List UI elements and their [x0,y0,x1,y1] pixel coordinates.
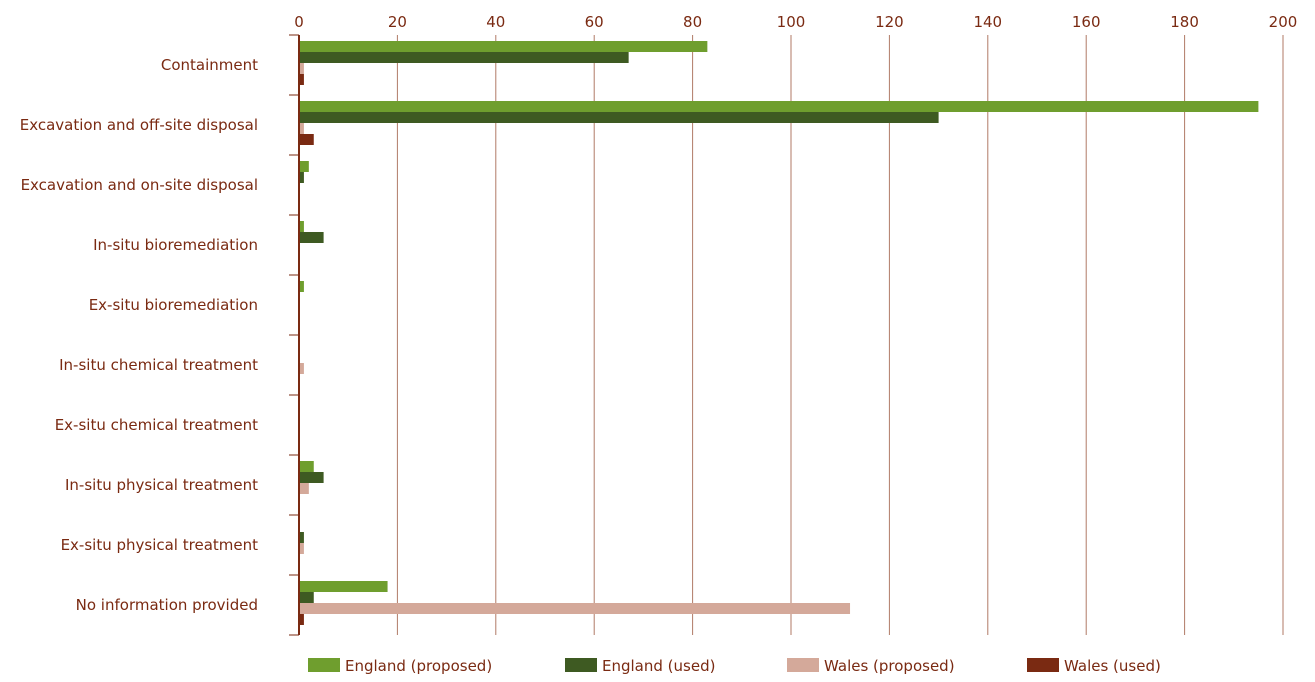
bar-england-used [299,532,304,543]
bar-england-proposed [299,281,304,292]
category-label: Ex-situ chemical treatment [55,416,258,434]
x-tick-label: 20 [388,13,407,31]
bar-wales-proposed [299,543,304,554]
x-tick-label: 80 [683,13,702,31]
legend-label: Wales (used) [1064,657,1161,675]
category-label: Ex-situ bioremediation [89,296,258,314]
bar-england-proposed [299,461,314,472]
x-axis-ticks: 0 20 40 60 80 100 120 140 160 180 200 [294,13,1297,31]
category-labels: Containment Excavation and off-site dispo… [20,56,258,614]
bar-england-proposed [299,221,304,232]
category-label: In-situ bioremediation [93,236,258,254]
legend-label: England (proposed) [345,657,492,675]
category-label: No information provided [76,596,258,614]
bars [299,41,1259,625]
bar-england-used [299,232,324,243]
grid-lines [396,35,1284,635]
bar-wales-proposed [299,603,851,614]
legend-swatch [787,658,819,672]
x-tick-label: 40 [486,13,505,31]
bar-wales-proposed [299,63,304,74]
category-label: Excavation and off-site disposal [20,116,258,134]
bar-england-proposed [299,101,1259,112]
bar-england-used [299,472,324,483]
legend-swatch [308,658,340,672]
legend-label: England (used) [602,657,715,675]
category-label: In-situ chemical treatment [59,356,258,374]
legend-swatch [1027,658,1059,672]
bar-wales-used [299,74,304,85]
bar-england-proposed [299,581,388,592]
category-label: Containment [161,56,258,74]
legend-label: Wales (proposed) [824,657,955,675]
category-label: Excavation and on-site disposal [21,176,258,194]
bar-england-used [299,52,629,63]
legend: England (proposed) England (used) Wales (p… [308,657,1161,675]
bar-england-used [299,112,939,123]
legend-swatch [565,658,597,672]
category-label: In-situ physical treatment [65,476,258,494]
x-tick-label: 140 [973,13,1002,31]
bar-wales-used [299,614,304,625]
bar-wales-proposed [299,483,309,494]
bar-england-used [299,172,304,183]
x-tick-label: 200 [1269,13,1298,31]
x-tick-label: 0 [294,13,304,31]
x-tick-label: 160 [1072,13,1101,31]
bar-england-proposed [299,161,309,172]
category-label: Ex-situ physical treatment [61,536,259,554]
y-axis [289,34,300,636]
bar-england-proposed [299,41,708,52]
bar-wales-used [299,134,314,145]
x-tick-label: 100 [777,13,806,31]
x-tick-label: 120 [875,13,904,31]
bar-wales-proposed [299,123,304,134]
x-tick-label: 60 [585,13,604,31]
bar-england-used [299,592,314,603]
x-tick-label: 180 [1170,13,1199,31]
bar-wales-proposed [299,363,304,374]
